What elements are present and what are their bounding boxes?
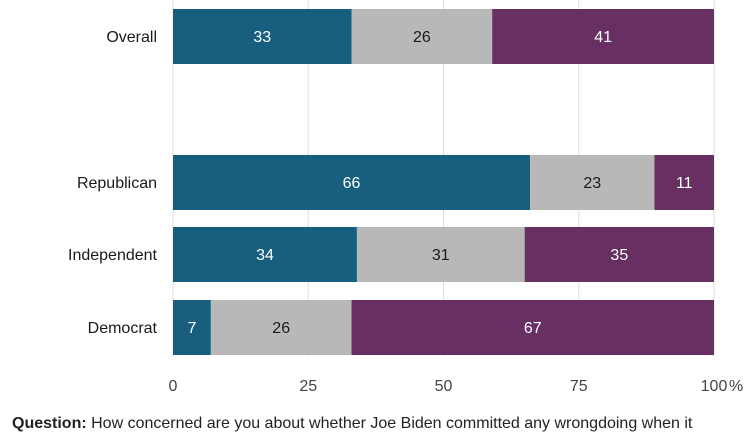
bar-segment: [351, 9, 493, 64]
bar-segment: [173, 155, 531, 210]
bar-segment: [654, 155, 714, 210]
bar-segment: [173, 9, 352, 64]
bar-value-label: 26: [272, 320, 290, 337]
bar-segment: [351, 300, 714, 355]
bar-value-label: 26: [413, 29, 431, 46]
x-tick-label: 100: [701, 378, 728, 395]
question-footnote: Question: How concerned are you about wh…: [12, 414, 742, 434]
category-label: Overall: [106, 29, 157, 46]
bar-value-label: 11: [676, 175, 693, 192]
bar-value-label: 41: [594, 29, 612, 46]
category-labels: Overall Republican Independent Democrat: [68, 29, 158, 337]
x-tick-label: 25: [299, 378, 317, 395]
bar-value-label: 67: [524, 320, 542, 337]
question-text: How concerned are you about whether Joe …: [91, 415, 693, 432]
bar-value-label: 31: [432, 247, 450, 264]
bar-value-label: 66: [343, 175, 361, 192]
category-label: Democrat: [88, 320, 158, 337]
bar-value-label: 7: [187, 320, 196, 337]
bar-value-label: 34: [256, 247, 274, 264]
bar-value-label: 35: [610, 247, 628, 264]
x-tick-label: 75: [570, 378, 588, 395]
bar-segment: [173, 227, 357, 282]
bar-segment: [210, 300, 352, 355]
bar-segment: [492, 9, 714, 64]
bar-value-label: 33: [253, 29, 271, 46]
stacked-bar-chart: 33 26 41 66 23 11 34 31 35 7 26 67 Overall Republica…: [68, 0, 744, 395]
x-unit-label: %: [729, 378, 743, 395]
bar-segment: [173, 300, 211, 355]
question-label: Question:: [12, 415, 87, 432]
x-axis-ticks: 0 25 50 75 100%: [169, 378, 744, 395]
category-label: Independent: [68, 247, 158, 264]
category-label: Republican: [77, 175, 157, 192]
bar-value-label: 23: [583, 175, 601, 192]
x-tick-label: 0: [169, 378, 178, 395]
bar-segment: [524, 227, 714, 282]
bar-segment: [356, 227, 525, 282]
bars: 33 26 41 66 23 11 34 31 35 7 26 67: [173, 9, 714, 355]
bar-segment: [530, 155, 655, 210]
x-tick-label: 50: [435, 378, 453, 395]
